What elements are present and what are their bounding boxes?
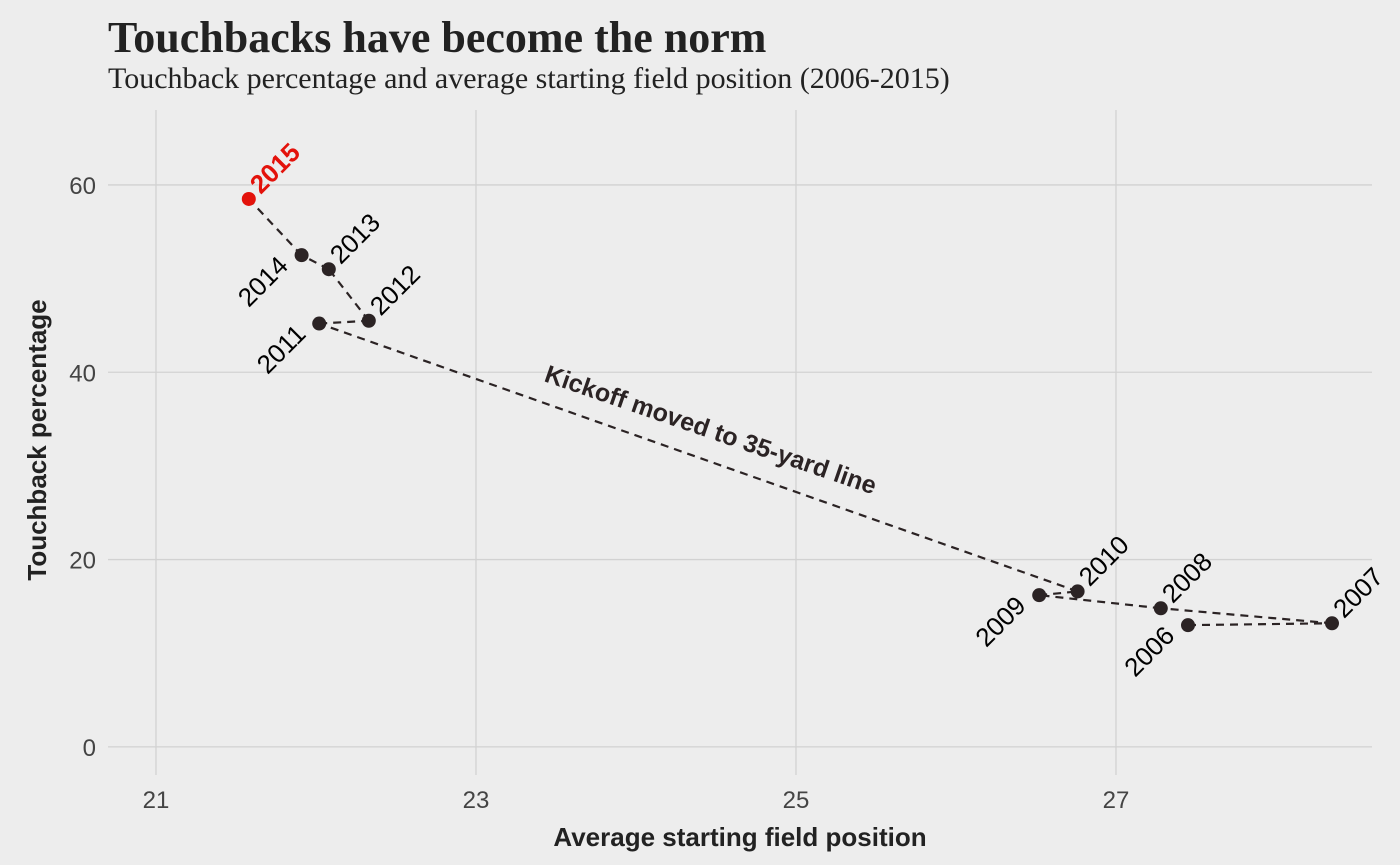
x-axis-title: Average starting field position bbox=[553, 822, 926, 852]
path-segment bbox=[1160, 607, 1333, 625]
path-segment bbox=[327, 268, 370, 322]
y-tick-label: 0 bbox=[83, 735, 96, 762]
data-point bbox=[1070, 584, 1085, 599]
chart-subtitle: Touchback percentage and average startin… bbox=[108, 62, 950, 95]
data-point bbox=[294, 248, 309, 263]
path-segment bbox=[1187, 622, 1333, 627]
x-tick-label: 27 bbox=[1103, 787, 1130, 814]
x-tick-label: 21 bbox=[143, 787, 170, 814]
y-tick-label: 20 bbox=[69, 548, 96, 575]
x-tick-label: 23 bbox=[463, 787, 490, 814]
chart-title: Touchbacks have become the norm bbox=[108, 13, 766, 62]
x-tick-label: 25 bbox=[783, 787, 810, 814]
data-point bbox=[321, 262, 336, 277]
data-point bbox=[312, 316, 327, 331]
data-point bbox=[1032, 588, 1047, 603]
grid bbox=[108, 110, 1372, 775]
data-point-highlight bbox=[241, 191, 256, 206]
data-point bbox=[1325, 616, 1339, 631]
y-tick-label: 60 bbox=[69, 173, 96, 200]
data-point bbox=[1181, 618, 1195, 633]
data-point bbox=[361, 313, 376, 328]
y-axis-title: Touchback percentage bbox=[22, 299, 52, 580]
y-tick-label: 40 bbox=[69, 360, 96, 387]
data-point bbox=[1153, 601, 1168, 616]
tick-labels: 0 20 40 60 21 23 25 27 bbox=[69, 173, 1129, 814]
data-points bbox=[241, 191, 1339, 633]
path-segment bbox=[1039, 594, 1161, 610]
